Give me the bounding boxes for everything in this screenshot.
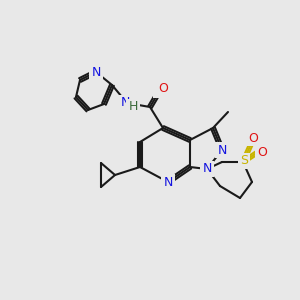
Text: O: O xyxy=(248,131,258,145)
Text: NH: NH xyxy=(118,98,136,110)
Text: H: H xyxy=(128,100,138,113)
Text: S: S xyxy=(240,154,248,167)
Text: O: O xyxy=(158,82,168,95)
Text: O: O xyxy=(155,83,165,97)
Text: N: N xyxy=(163,176,173,188)
Text: N: N xyxy=(91,65,101,79)
Text: N: N xyxy=(217,143,227,157)
Text: N: N xyxy=(120,97,130,110)
Text: O: O xyxy=(257,146,267,158)
Text: N: N xyxy=(202,163,212,176)
